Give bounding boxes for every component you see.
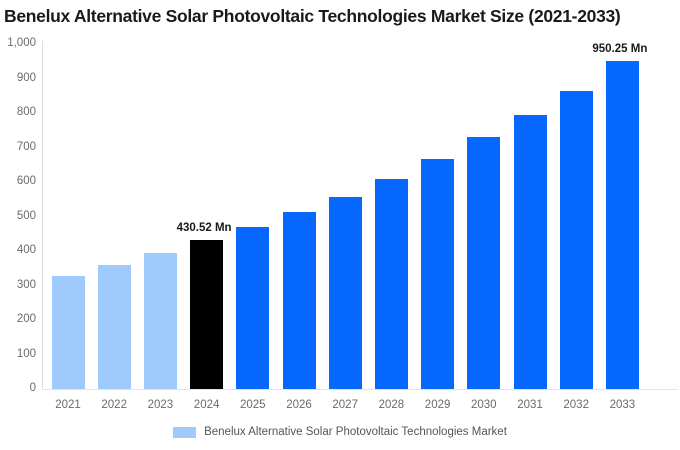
bar-2023[interactable] [143, 253, 177, 389]
legend-item-label: Benelux Alternative Solar Photovoltaic T… [204, 426, 507, 438]
y-axis-tick-label: 0 [29, 382, 36, 394]
y-axis-tick-label: 400 [16, 244, 36, 256]
bar-value-label-2024: 430.52 Mn [176, 222, 232, 235]
bar-2032[interactable] [559, 90, 593, 389]
bar-value-label-2033: 950.25 Mn [592, 43, 648, 56]
x-axis-tick-label: 2023 [147, 399, 174, 411]
x-axis-tick-label: 2027 [332, 399, 358, 411]
y-axis-tick-label: 500 [16, 209, 36, 222]
chart-legend: Benelux Alternative Solar Photovoltaic T… [0, 426, 680, 439]
x-axis-line [42, 389, 678, 390]
x-axis-tick-label: 2021 [55, 399, 81, 411]
x-axis-tick-label: 2024 [193, 399, 220, 411]
y-axis-tick-label: 700 [16, 140, 36, 153]
x-axis-tick-label: 2025 [240, 399, 266, 411]
x-axis-tick-label: 2022 [101, 399, 127, 411]
chart-title: Benelux Alternative Solar Photovoltaic T… [4, 6, 621, 26]
bar-2027[interactable] [328, 196, 362, 389]
y-axis-tick-label: 300 [16, 278, 36, 291]
bar-2022[interactable] [97, 265, 131, 389]
x-axis-tick-label: 2030 [471, 399, 497, 411]
bar-2029[interactable] [421, 158, 455, 389]
bar-2028[interactable] [374, 178, 408, 389]
bar-2024[interactable] [190, 240, 224, 389]
x-axis-tick-label: 2033 [609, 399, 636, 411]
x-axis-tick-label: 2032 [563, 399, 589, 411]
x-axis-tick-label: 2029 [424, 399, 451, 411]
bar-2026[interactable] [282, 212, 316, 389]
bar-2030[interactable] [467, 137, 501, 389]
x-axis-tick-label: 2031 [517, 399, 543, 411]
x-axis-tick-label: 2026 [286, 399, 312, 411]
bar-2033[interactable] [605, 61, 639, 389]
bar-2025[interactable] [236, 226, 270, 389]
x-axis-tick-label: 2028 [378, 399, 405, 411]
y-axis-tick-label: 1,000 [7, 37, 36, 49]
y-axis-tick-label: 800 [16, 106, 36, 118]
y-axis-line [42, 41, 43, 390]
y-axis-tick-label: 200 [16, 313, 36, 325]
y-axis-tick-label: 900 [16, 71, 36, 84]
bar-2021[interactable] [51, 275, 85, 389]
legend-color-swatch [173, 427, 197, 438]
bar-2031[interactable] [513, 114, 547, 389]
y-axis-tick-label: 100 [16, 347, 36, 360]
y-axis-tick-label: 600 [16, 175, 36, 187]
